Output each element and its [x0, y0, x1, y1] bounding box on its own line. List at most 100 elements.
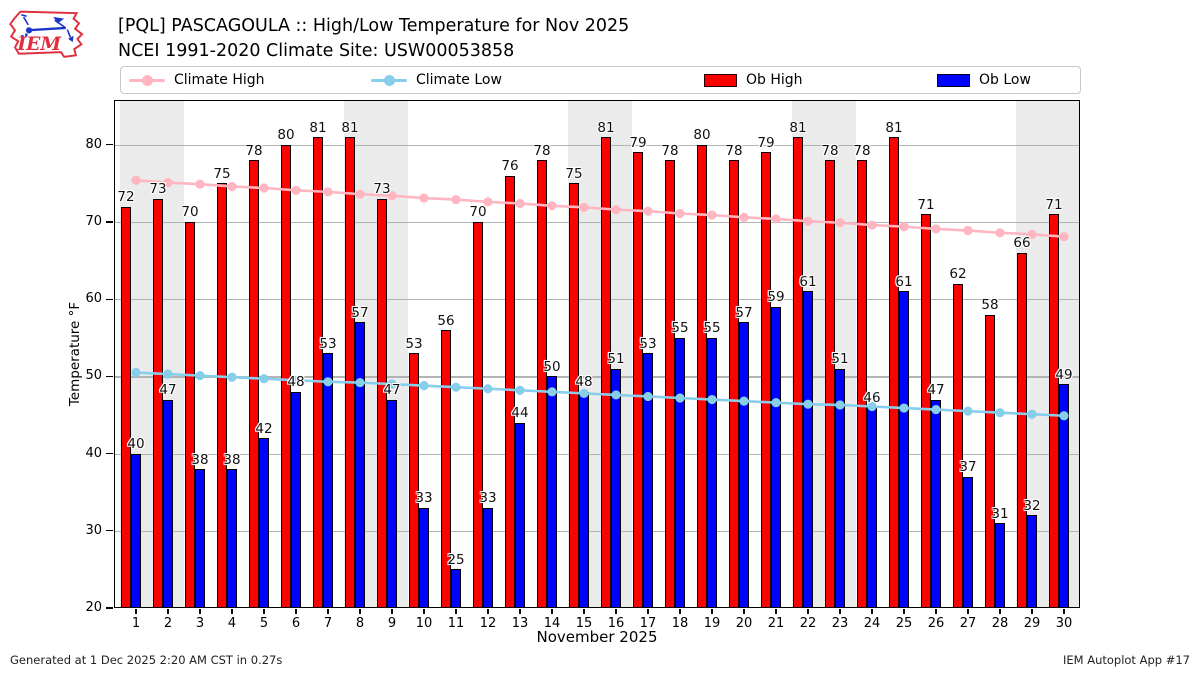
x-tick-label: 18 [671, 616, 689, 631]
climate-high-marker [899, 222, 909, 232]
x-tick-mark [231, 609, 233, 614]
climate-high-marker [771, 214, 781, 224]
climate-low-marker [963, 406, 973, 416]
ob-low-value: 51 [831, 351, 849, 368]
y-tick-label: 40 [85, 445, 102, 461]
legend-label: Ob Low [979, 72, 1031, 88]
x-tick-label: 21 [767, 616, 785, 631]
x-tick-label: 5 [259, 616, 269, 631]
y-tick-label: 70 [85, 213, 102, 229]
x-tick-mark [551, 609, 553, 614]
climate-low-marker [131, 367, 141, 378]
x-tick-label: 9 [387, 616, 397, 631]
ob-low-value: 55 [703, 320, 721, 337]
x-tick-mark [903, 609, 905, 614]
x-tick-label: 11 [447, 616, 465, 631]
ob-low-value: 48 [575, 374, 593, 391]
x-tick-label: 29 [1023, 616, 1041, 631]
x-tick-mark [679, 609, 681, 614]
x-tick-mark [999, 609, 1001, 614]
legend-item-ob-low: Ob Low [937, 67, 1031, 93]
y-tick-mark [106, 298, 113, 300]
x-tick-mark [935, 609, 937, 614]
climate-high-marker [355, 189, 365, 199]
ob-low-value: 48 [287, 374, 305, 391]
climate-high-marker [291, 185, 301, 195]
climate-high-marker [867, 220, 877, 230]
x-tick-mark [391, 609, 393, 614]
chart-title: [PQL] PASCAGOULA :: High/Low Temperature… [118, 16, 630, 36]
ob-low-value: 33 [415, 490, 433, 507]
climate-low-marker [579, 388, 589, 398]
climate-low-swatch [371, 74, 407, 86]
ob-high-value: 80 [277, 127, 295, 144]
ob-high-value: 71 [1045, 196, 1063, 213]
ob-high-value: 56 [437, 312, 455, 329]
x-tick-label: 30 [1055, 616, 1073, 631]
iem-logo-text: IEM [16, 33, 62, 55]
climate-high-marker [579, 202, 589, 212]
climate-low-marker [931, 404, 941, 415]
x-tick-label: 7 [323, 616, 333, 631]
climate-low-marker [707, 394, 717, 405]
ob-low-swatch [937, 73, 970, 87]
climate-high-marker [547, 201, 557, 211]
climate-high-marker [803, 216, 813, 226]
climate-high-marker [931, 224, 941, 234]
x-tick-mark [839, 609, 841, 614]
climate-low-marker [995, 408, 1005, 418]
climate-lines [131, 175, 1069, 421]
climate-low-line [135, 371, 1065, 418]
x-tick-label: 4 [227, 616, 237, 631]
ob-low-value: 51 [607, 351, 625, 368]
y-tick-mark [106, 530, 113, 532]
ob-high-value: 81 [789, 119, 807, 136]
climate-high-marker [835, 218, 845, 228]
climate-high-marker [227, 181, 237, 192]
climate-low-marker [611, 390, 621, 400]
climate-low-marker [323, 377, 333, 387]
ob-low-value: 59 [767, 289, 785, 306]
ob-low-value: 42 [255, 420, 273, 437]
ob-high-value: 78 [245, 142, 263, 159]
climate-low-marker [835, 400, 845, 410]
plot-area: 72 40 73 47 70 38 75 38 78 42 80 48 81 53 81 57 73 47 53 33… [114, 100, 1080, 608]
climate-high-marker [259, 183, 269, 193]
climate-low-marker [483, 384, 493, 394]
ob-high-value: 78 [821, 142, 839, 159]
ob-low-value: 50 [543, 358, 561, 375]
y-tick-label: 60 [85, 291, 102, 307]
x-tick-label: 19 [703, 616, 721, 631]
climate-low-marker [227, 372, 237, 382]
y-tick-label: 30 [85, 522, 102, 538]
x-tick-label: 26 [927, 616, 945, 631]
ob-low-value: 47 [383, 382, 401, 399]
ob-low-value: 44 [511, 405, 529, 422]
x-tick-label: 23 [831, 616, 849, 631]
y-tick-mark [106, 375, 113, 378]
x-tick-mark [295, 609, 297, 614]
x-tick-label: 6 [291, 616, 301, 631]
climate-high-line [135, 178, 1065, 238]
ob-high-value: 53 [405, 335, 423, 352]
climate-low-marker [771, 398, 781, 408]
x-tick-mark [455, 609, 457, 614]
footer-app-text: IEM Autoplot App #17 [1062, 653, 1190, 667]
x-tick-mark [359, 609, 361, 614]
x-tick-label: 15 [575, 616, 593, 631]
x-tick-label: 22 [799, 616, 817, 631]
iem-logo: IEM [9, 10, 84, 58]
ob-high-value: 72 [117, 189, 135, 206]
legend-item-ob-high: Ob High [704, 67, 803, 93]
ob-low-value: 37 [959, 459, 977, 476]
climate-high-marker [707, 210, 717, 220]
x-tick-mark [1031, 609, 1033, 614]
climate-high-marker [739, 212, 749, 222]
ob-low-value: 57 [351, 304, 369, 321]
ob-low-value: 53 [319, 335, 337, 352]
climate-high-marker [131, 175, 141, 185]
ob-high-value: 78 [725, 142, 743, 159]
ob-low-value: 61 [895, 273, 913, 290]
legend-label: Ob High [746, 72, 803, 88]
iowa-outline [9, 10, 84, 58]
